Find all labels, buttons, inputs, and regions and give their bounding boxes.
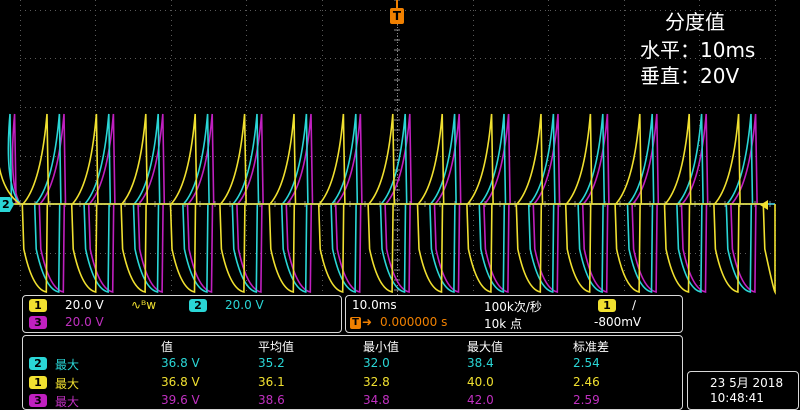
meas-cell: 39.6 V — [161, 393, 200, 407]
meas-cell: 38.6 — [258, 393, 285, 407]
meas-row-badge: 3 — [29, 394, 47, 407]
ch2-scale: 20.0 V — [225, 298, 264, 312]
trigger-offset-arrow: ➜ — [362, 315, 373, 329]
trigger-level: -800mV — [594, 315, 642, 329]
meas-row-label: 最大 — [55, 377, 80, 391]
meas-row-label: 最大 — [55, 395, 80, 409]
trigger-offset-icon: T — [350, 317, 361, 329]
meas-cell: 36.8 V — [161, 375, 200, 389]
channel-settings-panel[interactable]: 1 20.0 V ∿ᴮw 2 20.0 V 3 20.0 V — [22, 295, 342, 333]
trigger-level-arrow[interactable] — [760, 200, 768, 210]
trigger-position-marker[interactable]: T — [390, 8, 404, 24]
measurement-panel[interactable]: 值 平均值 最小值 最大值 标准差 2 最大 36.8 V 35.2 32.0 … — [22, 335, 683, 410]
meas-cell: 2.46 — [573, 375, 600, 389]
ch3-scale: 20.0 V — [65, 315, 104, 329]
meas-header-stdev: 标准差 — [573, 340, 610, 354]
meas-cell: 2.54 — [573, 356, 600, 370]
meas-header-min: 最小值 — [363, 340, 400, 354]
sample-rate: 100k次/秒 — [484, 300, 542, 314]
meas-cell: 42.0 — [467, 393, 494, 407]
ch1-bandwidth-icon: ∿ᴮw — [131, 298, 157, 312]
ch2-level-marker[interactable]: 2 — [0, 197, 14, 212]
waveforms — [0, 113, 776, 296]
clock-date: 23 5月 2018 — [710, 376, 784, 390]
meas-header-max: 最大值 — [467, 340, 504, 354]
waveform-ch2 — [7, 113, 775, 293]
ch3-badge[interactable]: 3 — [29, 316, 47, 329]
meas-cell: 36.1 — [258, 375, 285, 389]
timebase-panel[interactable]: 10.0ms 100k次/秒 1 ∕ T ➜ 0.000000 s 10k 点 … — [345, 295, 683, 333]
meas-cell: 34.8 — [363, 393, 390, 407]
meas-row-badge: 1 — [29, 376, 47, 389]
ch1-badge[interactable]: 1 — [29, 299, 47, 312]
trigger-offset: 0.000000 s — [380, 315, 448, 329]
meas-cell: 36.8 V — [161, 356, 200, 370]
ch2-badge[interactable]: 2 — [189, 299, 207, 312]
trigger-position-label: T — [392, 9, 402, 23]
clock-panel[interactable]: 23 5月 2018 10:48:41 — [687, 371, 799, 410]
waveform-ch1 — [0, 113, 776, 296]
meas-row-badge: 2 — [29, 357, 47, 370]
trigger-source-badge[interactable]: 1 — [598, 299, 616, 312]
waveform-ch3 — [11, 113, 775, 293]
meas-header-mean: 平均值 — [258, 340, 295, 354]
meas-cell: 32.8 — [363, 375, 390, 389]
meas-cell: 38.4 — [467, 356, 494, 370]
record-length: 10k 点 — [484, 317, 523, 331]
overlay-title: 分度值 — [665, 10, 725, 34]
meas-header-value: 值 — [161, 340, 174, 354]
clock-time: 10:48:41 — [710, 391, 764, 405]
ch1-scale: 20.0 V — [65, 298, 104, 312]
meas-cell: 2.59 — [573, 393, 600, 407]
overlay-horizontal: 水平：10ms — [640, 38, 756, 62]
meas-cell: 40.0 — [467, 375, 494, 389]
meas-cell: 32.0 — [363, 356, 390, 370]
meas-row-label: 最大 — [55, 358, 80, 372]
trigger-position-tick — [396, 0, 398, 8]
meas-cell: 35.2 — [258, 356, 285, 370]
overlay-vertical: 垂直：20V — [640, 64, 740, 88]
ch2-level-label: 2 — [2, 198, 10, 211]
timebase-scale: 10.0ms — [352, 298, 397, 312]
trigger-slope-icon: ∕ — [632, 298, 637, 312]
